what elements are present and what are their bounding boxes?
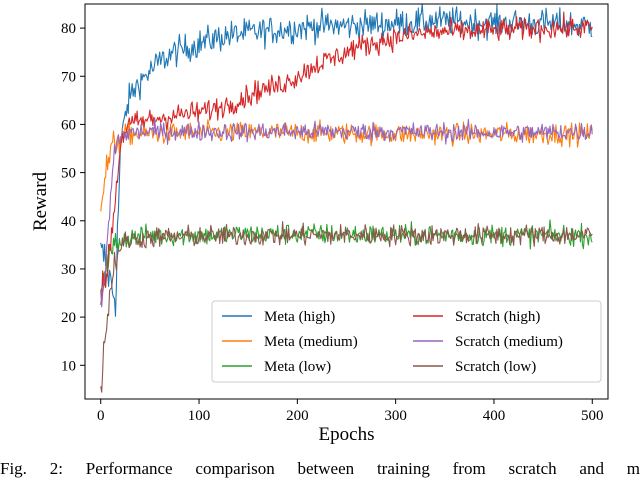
y-tick-label: 40	[61, 214, 76, 230]
legend-label: Scratch (medium)	[455, 334, 563, 350]
legend-label: Scratch (low)	[455, 359, 536, 375]
series-line-meta-high	[100, 4, 593, 317]
x-tick-label: 0	[97, 408, 105, 424]
reward-chart: 0 100 200 300 400 500 10 20 30 40 50 60 70 80 Epochs…	[30, 3, 609, 445]
series-line-scratch-medium	[100, 117, 593, 308]
legend-frame	[211, 300, 602, 383]
legend-label: Meta (low)	[264, 359, 331, 375]
y-tick-label: 50	[61, 166, 76, 182]
x-axis-label: Epochs	[319, 424, 375, 445]
y-tick-label: 80	[61, 21, 76, 37]
legend: Meta (high) Meta (medium) Meta (low) Scratc…	[211, 300, 602, 383]
plot-frame	[84, 3, 609, 400]
y-tick-label: 70	[61, 69, 76, 85]
y-axis-label: Reward	[30, 171, 51, 231]
legend-label: Meta (high)	[264, 309, 335, 325]
x-tick-label: 300	[384, 408, 407, 424]
series-layer	[100, 4, 593, 393]
x-tick-label: 200	[286, 408, 309, 424]
series-line-scratch-high	[100, 11, 593, 305]
x-tick-label: 100	[188, 408, 211, 424]
series-line-meta-low	[100, 219, 593, 291]
x-tick-label: 400	[483, 408, 506, 424]
y-axis: 10 20 30 40 50 60 70 80	[61, 21, 85, 374]
figure-caption: Fig. 2: Performance comparison between t…	[0, 459, 640, 478]
x-tick-label: 500	[581, 408, 604, 424]
y-tick-label: 30	[61, 262, 76, 278]
x-axis: 0 100 200 300 400 500	[97, 399, 604, 424]
y-tick-label: 60	[61, 117, 76, 133]
legend-label: Scratch (high)	[455, 309, 540, 325]
legend-label: Meta (medium)	[264, 334, 358, 350]
series-line-scratch-low	[100, 221, 593, 393]
y-tick-label: 10	[61, 358, 76, 374]
y-tick-label: 20	[61, 310, 76, 326]
